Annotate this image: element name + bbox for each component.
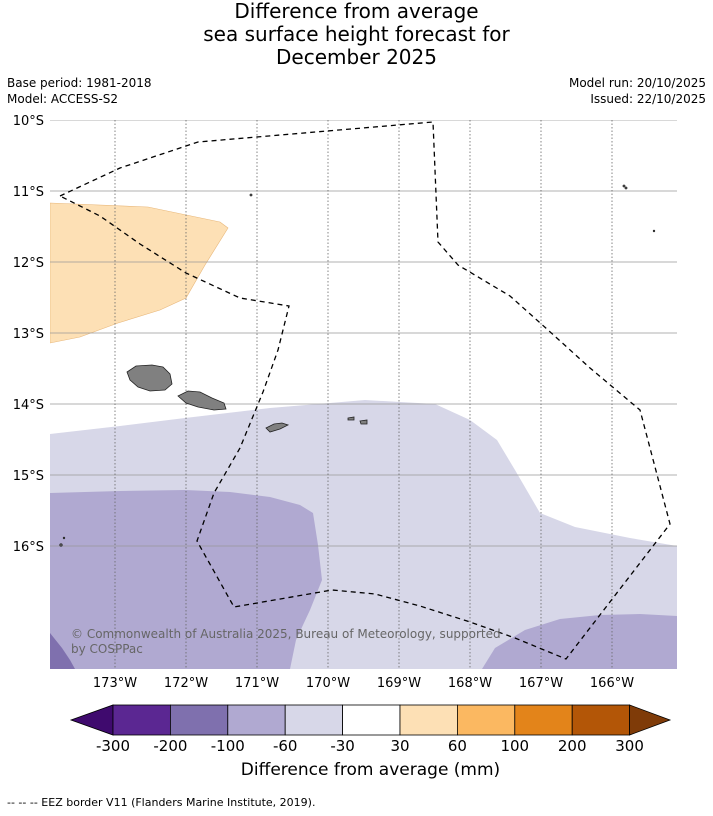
lat-label: 13°S	[13, 327, 44, 342]
eez-footnote: -- -- -- EEZ border V11 (Flanders Marine…	[7, 796, 316, 809]
lat-label: 16°S	[13, 540, 44, 555]
island-small-d	[652, 229, 656, 233]
colorbar-title: Difference from average (mm)	[240, 760, 501, 780]
issued-date: Issued: 22/10/2025	[590, 92, 706, 106]
anomaly-zone-minus100	[50, 633, 75, 669]
lon-label: 173°W	[93, 676, 137, 691]
lon-labels: 173°W 172°W 171°W 170°W 169°W 168°W 167°…	[93, 676, 634, 691]
lon-label: 170°W	[306, 676, 350, 691]
title-line-2: sea surface height forecast for	[203, 22, 510, 46]
island-upolu	[177, 390, 227, 411]
lat-label: 10°S	[13, 114, 44, 129]
lon-label: 168°W	[448, 676, 492, 691]
model-run: Model run: 20/10/2025	[568, 76, 706, 90]
anomaly-zone-minus60-east	[482, 614, 677, 669]
lon-label: 167°W	[519, 676, 563, 691]
island-savaii	[126, 364, 173, 392]
meta-right: Model run: 20/10/2025 Issued: 22/10/2025	[569, 75, 706, 107]
eez-border	[59, 121, 671, 660]
island-small-e	[59, 543, 63, 547]
lon-gridlines	[114, 120, 613, 669]
lon-label: 169°W	[377, 676, 421, 691]
model-name: Model: ACCESS-S2	[7, 92, 119, 106]
island-ofu	[347, 416, 355, 421]
island-tutuila	[265, 422, 290, 433]
lon-label: 172°W	[164, 676, 208, 691]
lat-label: 15°S	[13, 469, 44, 484]
island-small-f	[62, 536, 66, 540]
island-swains-a	[249, 193, 253, 197]
map-panel	[50, 120, 677, 669]
lat-gridlines	[50, 120, 677, 547]
lat-label: 14°S	[13, 398, 44, 413]
chart-title: Difference from average sea surface heig…	[0, 0, 713, 69]
lon-label: 166°W	[590, 676, 634, 691]
lat-label: 12°S	[13, 256, 44, 271]
islands	[59, 184, 656, 547]
island-swains-b	[622, 184, 626, 188]
island-tau	[359, 419, 368, 425]
lon-label: 171°W	[235, 676, 279, 691]
base-period: Base period: 1981-2018	[7, 76, 152, 90]
meta-left: Base period: 1981-2018 Model: ACCESS-S2	[7, 75, 152, 107]
anomaly-zone-plus30	[50, 202, 229, 344]
lat-label: 11°S	[13, 185, 44, 200]
island-swains-c	[624, 186, 628, 190]
title-line-1: Difference from average	[234, 0, 479, 23]
lat-labels: 10°S 11°S 12°S 13°S 14°S 15°S 16°S	[13, 114, 44, 555]
copyright-notice: © Commonwealth of Australia 2025, Bureau…	[71, 627, 501, 656]
title-line-3: December 2025	[276, 45, 437, 69]
